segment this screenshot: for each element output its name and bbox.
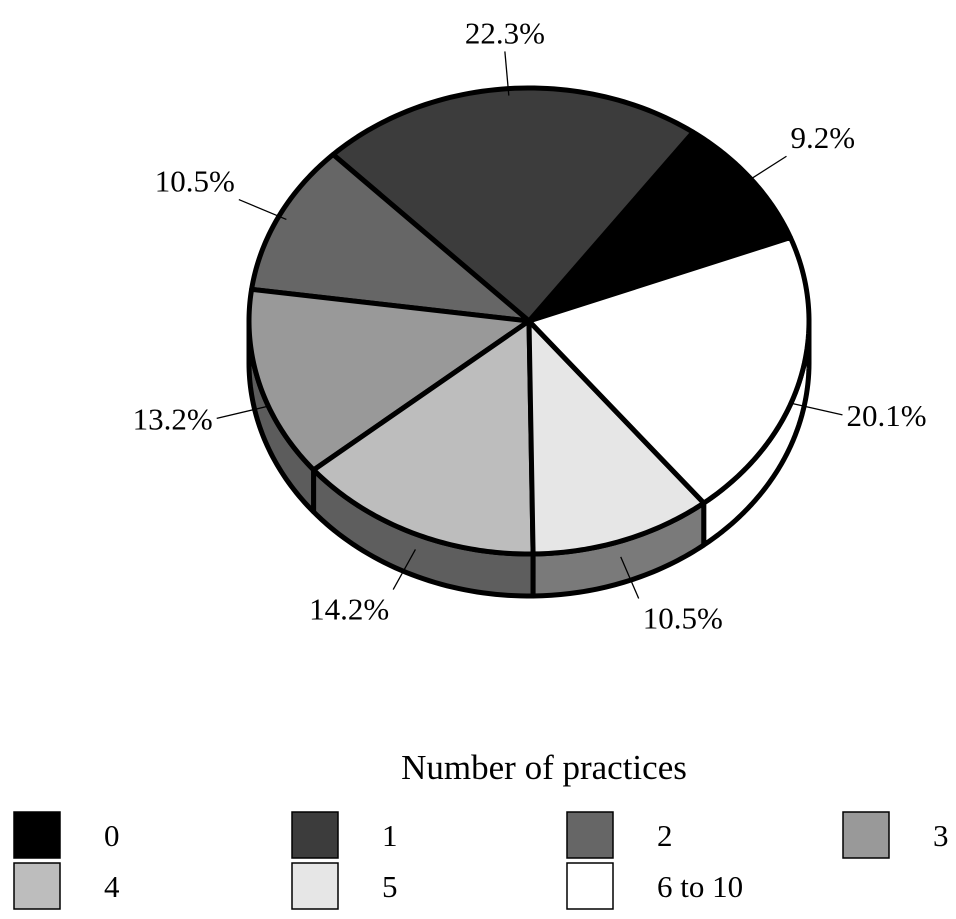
leader-line-0 [743, 155, 787, 184]
slice-label-5: 10.5% [643, 601, 723, 636]
legend-swatch-2 [566, 811, 614, 859]
leader-line-2 [238, 198, 287, 221]
slice-label-1: 22.3% [465, 16, 545, 51]
legend-swatch-6 [566, 862, 614, 910]
pie-slice-6 [526, 235, 812, 506]
legend-title: Number of practices [401, 748, 687, 787]
leader-line-5 [620, 556, 640, 599]
legend-swatch-4 [13, 862, 61, 910]
legend-swatch-1 [291, 811, 339, 859]
pie-slice-4 [311, 318, 536, 557]
slice-label-6: 20.1% [847, 398, 927, 433]
slice-label-4: 14.2% [309, 592, 389, 627]
legend-swatch-0 [13, 811, 61, 859]
legend-swatch-5 [291, 862, 339, 910]
slice-label-0: 9.2% [791, 120, 856, 155]
legend-label-5: 5 [382, 869, 398, 904]
leader-line-6 [790, 402, 843, 416]
slice-labels: 9.2% 22.3% 10.5% 13.2% 14.2% 10.5% 20.1% [133, 16, 927, 636]
legend: Number of practices 0 1 2 3 4 5 6 to 10 [13, 748, 949, 910]
legend-label-0: 0 [104, 818, 120, 853]
pie-depth [246, 318, 812, 599]
slice-label-2: 10.5% [155, 164, 235, 199]
pie-slice-3 [246, 286, 532, 473]
slice-label-3: 13.2% [133, 401, 213, 436]
legend-label-1: 1 [382, 818, 398, 853]
leader-lines [216, 51, 843, 599]
legend-label-2: 2 [657, 818, 673, 853]
legend-label-6: 6 to 10 [657, 869, 743, 904]
legend-swatch-3 [842, 811, 890, 859]
leader-line-1 [504, 51, 510, 96]
leader-line-4 [392, 549, 416, 590]
legend-label-3: 3 [933, 818, 949, 853]
pie-slices [246, 85, 812, 557]
pie-slice-5 [526, 318, 707, 557]
leader-line-3 [216, 405, 269, 420]
legend-label-4: 4 [104, 869, 120, 904]
